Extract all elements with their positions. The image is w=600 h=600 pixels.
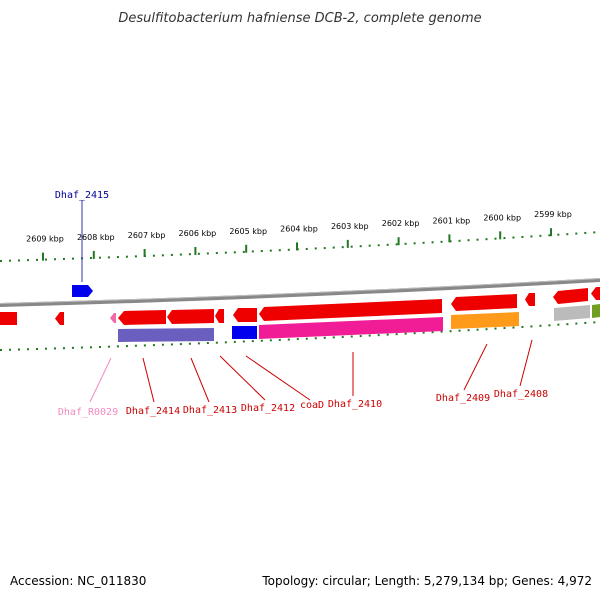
gene-labels: Dhaf_2415 Dhaf_R0029 Dhaf_2414 Dhaf_2413… [55,190,548,418]
leader-line [519,339,533,387]
leader-line [219,355,266,401]
gene-label: Dhaf_R0029 [58,407,118,418]
gene-feature [118,328,214,342]
gene-feature [167,309,214,324]
gene-feature [553,288,588,304]
gene-label: Dhaf_2409 [436,393,490,404]
scale-tick-label: 2609 kbp [26,235,64,244]
gene-feature [72,285,93,297]
scale-tick-label: 2602 kbp [382,219,420,228]
leader-line [463,343,488,391]
gene-label: Dhaf_2412 [241,403,295,414]
gene-feature [591,287,600,300]
leader-line [245,355,311,401]
scale-tick-label: 2608 kbp [77,233,115,242]
gene-feature [55,312,64,325]
gene-label: Dhaf_2408 [494,389,548,400]
scale-tick-label: 2601 kbp [433,216,471,225]
gene-label: coaD [300,400,324,411]
gene-label: Dhaf_2414 [126,406,180,417]
scale-tick-label: 2600 kbp [483,213,521,222]
map-title: Desulfitobacterium hafniense DCB-2, comp… [118,11,481,26]
gene-feature [592,304,600,318]
gene-feature [0,312,17,325]
accession-text: Accession: NC_011830 [10,574,147,588]
gene-feature [451,312,519,329]
scale-tick-label: 2604 kbp [280,224,318,233]
topology-text: Topology: circular; Length: 5,279,134 bp… [262,574,592,588]
scale-ticks: 2609 kbp 2608 kbp 2607 kbp 2606 kbp 2605 kbp… [26,210,572,261]
genome-backbone-highlight [0,278,600,304]
scale-tick-label: 2605 kbp [229,227,267,236]
gene-feature [232,326,257,339]
scale-tick-label: 2599 kbp [534,210,572,219]
gene-feature [451,294,517,311]
gene-feature [215,309,224,323]
gene-feature [118,310,166,325]
scale-tick-label: 2607 kbp [128,231,166,240]
leader-line [142,357,155,403]
gene-feature [554,305,590,321]
gene-feature [525,293,535,306]
leader-line [190,357,210,403]
leader-line [89,357,112,403]
gene-feature [233,308,257,322]
gene-feature [259,317,443,339]
genome-backbone [0,278,600,307]
gene-label: Dhaf_2413 [183,405,237,416]
rna-feature [110,313,116,323]
gene-label: Dhaf_2410 [328,399,382,410]
gene-feature [259,299,442,321]
scale-tick-label: 2603 kbp [331,222,369,231]
features [0,285,600,342]
gene-label: Dhaf_2415 [55,190,109,201]
scale-tick-label: 2606 kbp [179,229,217,238]
